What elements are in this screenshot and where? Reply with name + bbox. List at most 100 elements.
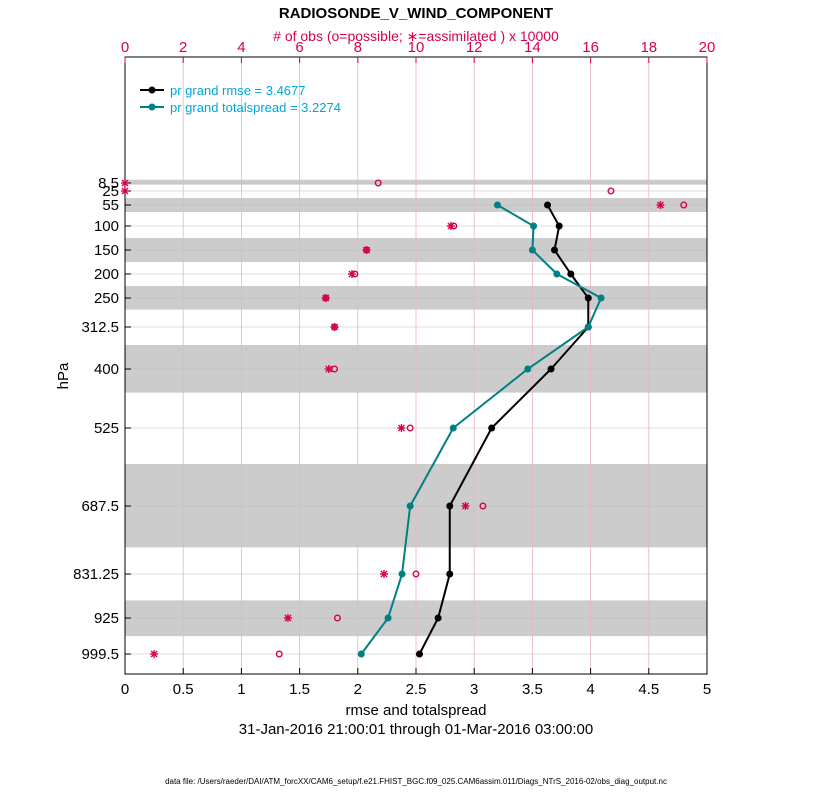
obs-assimilated-marker (656, 201, 665, 209)
obs-possible-marker (275, 650, 283, 658)
y-tick-label: 687.5 (81, 498, 119, 515)
legend-spread-label: pr grand totalspread = 3.2274 (170, 100, 341, 115)
top-tick-label: 12 (466, 39, 483, 56)
y-tick-label: 150 (94, 242, 119, 259)
series-line-rmse (418, 204, 590, 655)
legend-spread-marker (148, 103, 156, 111)
series-point-rmse (555, 222, 563, 230)
y-tick-label: 999.5 (81, 646, 119, 663)
x-axis-label: rmse and totalspread (346, 702, 487, 719)
obs-possible-marker (412, 570, 420, 578)
series-point-rmse (567, 270, 575, 278)
obs-possible-marker (479, 502, 487, 510)
obs-assimilated-stroke (397, 424, 405, 432)
x-tick-label: 3.5 (522, 681, 543, 698)
obs-assimilated-stroke (325, 365, 333, 373)
obs-assimilated-marker (324, 365, 333, 373)
series-point-rmse (547, 365, 555, 373)
series-point-rmse (544, 201, 552, 209)
obs-assimilated-marker (362, 246, 371, 254)
obs-assimilated-stroke (380, 570, 388, 578)
x-tick-label: 4.5 (638, 681, 659, 698)
data-file-footnote: data file: /Users/raeder/DAI/ATM_forcXX/… (165, 777, 667, 786)
series-point-totalspread (528, 246, 536, 254)
obs-markers (121, 179, 688, 658)
y-axis-label: hPa (55, 362, 72, 389)
top-tick-label: 0 (121, 39, 129, 56)
obs-assimilated-marker (330, 323, 339, 331)
series-point-rmse (434, 614, 442, 622)
obs-assimilated-stroke (447, 222, 455, 230)
top-tick-label: 4 (237, 39, 245, 56)
x-tick-label: 2.5 (406, 681, 427, 698)
y-tick-label: 312.5 (81, 319, 119, 336)
y-tick-label: 831.25 (73, 566, 119, 583)
top-axis-label: # of obs (o=possible; ∗=assimilated ) x … (273, 28, 559, 44)
obs-assimilated-marker (283, 614, 292, 622)
series-point-totalspread (524, 365, 532, 373)
top-tick-label: 16 (582, 39, 599, 56)
x-tick-label: 0 (121, 681, 129, 698)
top-tick-label: 14 (524, 39, 541, 56)
top-tick-label: 10 (408, 39, 425, 56)
obs-assimilated-stroke (121, 179, 129, 187)
obs-assimilated-marker (150, 650, 159, 658)
x-tick-label: 5 (703, 681, 711, 698)
series-point-totalspread (553, 270, 561, 278)
y-tick-label: 8.5 (98, 175, 119, 192)
obs-possible-marker (607, 187, 615, 195)
series-point-rmse (584, 294, 592, 302)
x-tick-label: 1 (237, 681, 245, 698)
obs-assimilated-marker (121, 187, 129, 195)
obs-assimilated-marker (347, 270, 356, 278)
date-range: 31-Jan-2016 21:00:01 through 01-Mar-2016… (239, 721, 593, 738)
y-tick-label: 100 (94, 218, 119, 235)
y-tick-label: 525 (94, 420, 119, 437)
y-tick-label: 250 (94, 290, 119, 307)
obs-assimilated-stroke (322, 294, 330, 302)
obs-assimilated-stroke (150, 650, 158, 658)
y-tick-label: 25 (102, 183, 119, 200)
y-tick-label: 55 (102, 197, 119, 214)
series-point-totalspread (384, 614, 392, 622)
top-tick-label: 6 (295, 39, 303, 56)
series-point-rmse (488, 424, 496, 432)
series-point-totalspread (357, 650, 365, 658)
series-point-totalspread (449, 424, 457, 432)
series-point-totalspread (398, 570, 406, 578)
y-tick-label: 925 (94, 610, 119, 627)
series-point-totalspread (406, 502, 414, 510)
obs-possible-marker (406, 424, 414, 432)
series-point-rmse (415, 650, 423, 658)
obs-assimilated-marker (397, 424, 406, 432)
obs-assimilated-stroke (121, 187, 129, 195)
legend: pr grand rmse = 3.4677 pr grand totalspr… (140, 83, 341, 115)
top-tick-label: 8 (354, 39, 362, 56)
obs-assimilated-stroke (284, 614, 292, 622)
y-tick-label: 200 (94, 266, 119, 283)
obs-assimilated-marker (321, 294, 330, 302)
obs-assimilated-stroke (348, 270, 356, 278)
x-tick-label: 1.5 (289, 681, 310, 698)
top-tick-label: 2 (179, 39, 187, 56)
top-tick-label: 18 (640, 39, 657, 56)
x-tick-label: 4 (586, 681, 594, 698)
chart-title: RADIOSONDE_V_WIND_COMPONENT (279, 5, 553, 22)
series-lines (357, 201, 605, 658)
top-tick-label: 20 (699, 39, 716, 56)
series-point-rmse (446, 502, 454, 510)
obs-assimilated-marker (461, 502, 470, 510)
legend-rmse-marker (148, 86, 156, 94)
grid-lines (125, 57, 707, 674)
series-point-rmse (446, 570, 454, 578)
obs-assimilated-stroke (461, 502, 469, 510)
obs-assimilated-marker (379, 570, 388, 578)
obs-assimilated-marker (446, 222, 455, 230)
series-line-totalspread (360, 204, 603, 655)
obs-assimilated-stroke (331, 323, 339, 331)
obs-possible-marker (333, 614, 341, 622)
obs-assimilated-stroke (656, 201, 664, 209)
ticks: 0 0.5 1 1.5 2 2.5 3 3.5 4 4.5 5 0 2 4 6 8 10 12 14 16 18 20 8.… (73, 39, 715, 698)
series-point-rmse (551, 246, 559, 254)
